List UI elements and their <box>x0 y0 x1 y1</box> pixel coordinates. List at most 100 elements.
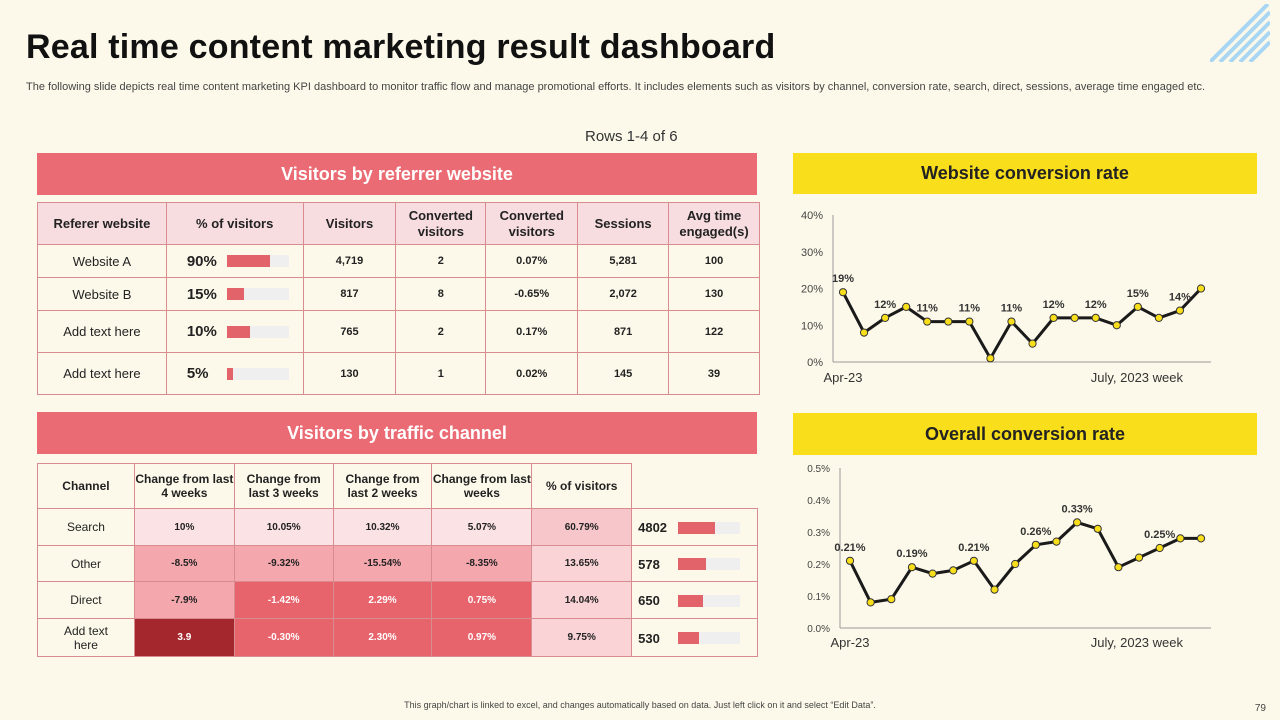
data-point <box>1031 540 1040 549</box>
table-row[interactable]: Add text here 5% 130 1 0.02% 145 39 <box>37 352 760 395</box>
data-point <box>866 598 875 607</box>
y-tick-label: 0.0% <box>807 624 830 635</box>
change-cell: -9.32% <box>233 545 334 582</box>
visitor-count-cell: 530 <box>631 618 758 657</box>
col-header[interactable]: Converted visitors <box>395 202 487 245</box>
pct-bar-track <box>226 255 289 267</box>
data-point <box>1154 313 1163 323</box>
change-cell: 13.65% <box>531 545 633 582</box>
change-cell: 10.05% <box>233 508 334 546</box>
data-point <box>990 585 999 594</box>
data-point <box>1052 537 1061 546</box>
col-header[interactable]: Visitors <box>302 202 397 245</box>
col-header[interactable]: Referer website <box>37 202 167 245</box>
col-header[interactable]: % of visitors <box>165 202 304 245</box>
pct-bar <box>226 288 245 300</box>
converted-cell: 8 <box>395 277 487 311</box>
data-point <box>1070 313 1079 323</box>
page-number: 79 <box>1254 703 1266 714</box>
data-point <box>1049 313 1058 323</box>
y-tick-label: 0.2% <box>807 560 830 571</box>
table-row[interactable]: Website B 15% 817 8 -0.65% 2,072 130 <box>37 277 760 311</box>
footer-note: This graph/chart is linked to excel, and… <box>404 700 876 710</box>
change-cell: -0.30% <box>233 618 334 657</box>
table-row[interactable]: Add text here 3.9 -0.30% 2.30% 0.97% 9.75% 530 <box>37 618 758 657</box>
table-row[interactable]: Website A 90% 4,719 2 0.07% 5,281 100 <box>37 244 760 278</box>
site-cell: Add text here <box>37 352 167 395</box>
change-cell: 0.97% <box>431 618 533 657</box>
x-start-label: Apr-23 <box>823 370 862 385</box>
overall-conversion-heading: Overall conversion rate <box>793 413 1257 455</box>
conv-pct-cell: 0.07% <box>485 244 579 278</box>
data-label: 15% <box>1127 288 1149 300</box>
data-point <box>838 288 848 297</box>
converted-cell: 2 <box>395 244 487 278</box>
data-label: 0.25% <box>1144 529 1175 541</box>
data-label: 12% <box>1085 299 1107 311</box>
col-header[interactable]: Avg time engaged(s) <box>668 202 760 245</box>
channel-name: Add text here <box>37 618 135 657</box>
data-point <box>881 313 890 323</box>
conv-pct-cell: 0.17% <box>485 310 579 353</box>
site-cell: Website B <box>37 277 167 311</box>
data-point <box>1155 543 1164 553</box>
sessions-cell: 5,281 <box>577 244 670 278</box>
visitors-cell: 130 <box>302 352 397 395</box>
data-label: 0.21% <box>834 542 865 554</box>
data-point <box>1196 534 1206 543</box>
sessions-cell: 145 <box>577 352 670 395</box>
conv-pct-cell: 0.02% <box>485 352 579 395</box>
pct-cell: 10% <box>165 310 304 353</box>
count-bar-track <box>678 632 741 645</box>
change-cell: 3.9 <box>133 618 235 657</box>
count-bar <box>678 632 699 645</box>
table-row[interactable]: Search 10% 10.05% 10.32% 5.07% 60.79% 4802 <box>37 508 758 546</box>
channel-heading: Visitors by traffic channel <box>37 412 757 454</box>
count-bar <box>678 521 716 534</box>
table-row[interactable]: Add text here 10% 765 2 0.17% 871 122 <box>37 310 760 353</box>
col-header[interactable]: Channel <box>37 463 135 509</box>
col-header[interactable]: Change from last weeks <box>431 463 533 509</box>
col-header[interactable]: Sessions <box>577 202 670 245</box>
y-tick-label: 0.5% <box>807 464 830 475</box>
data-point <box>887 595 896 604</box>
data-label: 11% <box>959 303 981 315</box>
visitor-count-cell: 4802 <box>631 508 758 546</box>
col-header[interactable]: % of visitors <box>531 463 633 509</box>
change-cell: 0.75% <box>431 581 533 619</box>
data-point <box>1073 518 1082 527</box>
converted-cell: 1 <box>395 352 487 395</box>
col-header[interactable]: Change from last 2 weeks <box>332 463 433 509</box>
channel-name: Search <box>37 508 135 546</box>
visitor-count-cell: 578 <box>631 545 758 582</box>
data-label: 12% <box>1043 299 1065 311</box>
avg-time-cell: 100 <box>668 244 760 278</box>
pct-label: 90% <box>186 252 217 270</box>
data-point <box>1011 559 1020 569</box>
col-header[interactable]: Change from last 4 weeks <box>133 463 235 509</box>
visitors-cell: 817 <box>302 277 397 311</box>
data-point <box>1028 339 1037 348</box>
data-point <box>923 317 932 326</box>
change-cell: 2.30% <box>332 618 433 657</box>
change-cell: -15.54% <box>332 545 433 582</box>
data-point <box>1091 313 1100 323</box>
rows-info: Rows 1-4 of 6 <box>585 128 678 145</box>
data-point <box>859 328 869 337</box>
col-header[interactable]: Converted visitors <box>485 202 579 245</box>
change-cell: -1.42% <box>233 581 334 619</box>
table-row[interactable]: Direct -7.9% -1.42% 2.29% 0.75% 14.04% 650 <box>37 581 758 619</box>
data-point <box>1133 302 1142 311</box>
pct-bar <box>226 325 251 338</box>
pct-bar-track <box>226 288 289 300</box>
avg-time-cell: 130 <box>668 277 760 311</box>
data-label: 0.26% <box>1020 526 1051 538</box>
decorative-stripes <box>1210 4 1270 62</box>
visitor-count: 650 <box>638 593 660 609</box>
table-row[interactable]: Other -8.5% -9.32% -15.54% -8.35% 13.65% 578 <box>37 545 758 582</box>
col-header[interactable]: Change from last 3 weeks <box>233 463 334 509</box>
pct-bar-track <box>226 325 289 338</box>
change-cell: 60.79% <box>531 508 633 546</box>
pct-label: 10% <box>186 323 217 340</box>
visitor-count: 4802 <box>638 520 668 536</box>
